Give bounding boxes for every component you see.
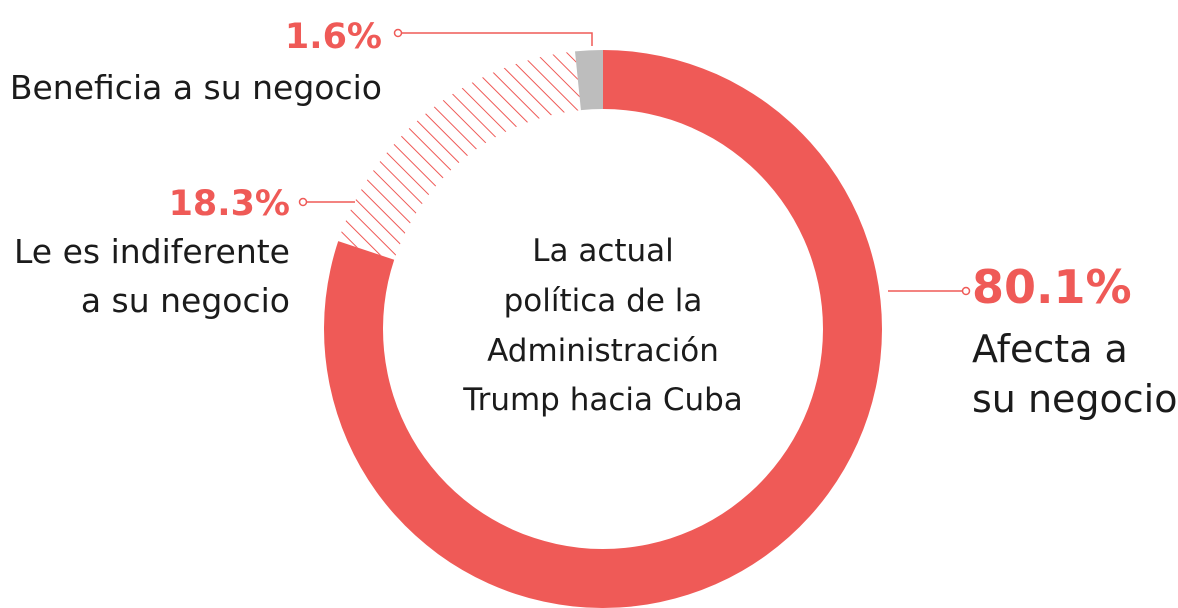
category-label-afecta: su negocio — [972, 377, 1178, 421]
center-label-line: Trump hacia Cuba — [462, 382, 743, 418]
center-label-line: La actual — [532, 233, 674, 269]
center-label: La actual política de la Administración Tru… — [462, 233, 743, 418]
category-label-indiferente: Le es indiferente — [14, 232, 290, 271]
callout-afecta: 80.1% Afecta a su negocio — [888, 260, 1178, 421]
slices-layer — [324, 50, 882, 608]
leader-dot — [298, 197, 308, 207]
slice-indiferente — [338, 51, 581, 260]
percent-label-beneficia: 1.6% — [285, 17, 382, 57]
center-label-line: política de la — [504, 283, 703, 319]
labels-layer: 80.1% Afecta a su negocio 18.3% Le es indife… — [10, 17, 1178, 421]
leader-line — [398, 32, 593, 46]
callout-beneficia: 1.6% Beneficia a su negocio — [10, 17, 593, 107]
leader-dot — [961, 286, 971, 296]
slice-beneficia — [574, 50, 603, 111]
category-label-indiferente: a su negocio — [81, 281, 290, 320]
callout-indiferente: 18.3% Le es indiferente a su negocio — [14, 184, 355, 320]
percent-label-afecta: 80.1% — [972, 260, 1132, 314]
leader-dot — [393, 28, 403, 38]
center-label-line: Administración — [487, 333, 719, 369]
category-label-beneficia: Beneficia a su negocio — [10, 68, 382, 107]
category-label-afecta: Afecta a — [972, 327, 1128, 371]
percent-label-indiferente: 18.3% — [169, 184, 290, 224]
